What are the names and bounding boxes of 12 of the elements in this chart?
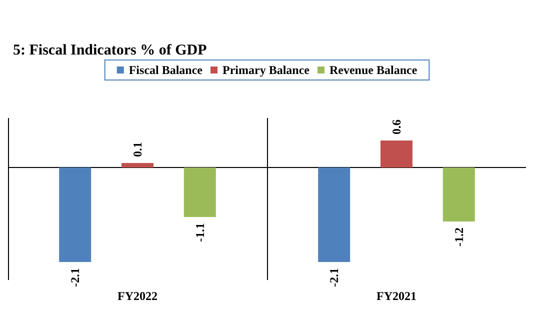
data-label: -2.1 [68,268,82,287]
data-label: -1.1 [192,223,207,242]
data-label: -2.1 [327,268,342,287]
data-label: 0.6 [390,120,404,134]
data-label: -1.2 [452,228,466,246]
legend-label: Fiscal Balance [128,63,204,77]
legend-label: Primary Balance [222,63,310,77]
legend-label: Revenue Balance [329,63,418,77]
chart-title: 5: Fiscal Indicators % of GDP [13,42,207,58]
x-tick-label: FY2022 [118,289,158,303]
data-label: 0.1 [130,142,144,157]
x-tick-label: FY2021 [376,289,416,303]
